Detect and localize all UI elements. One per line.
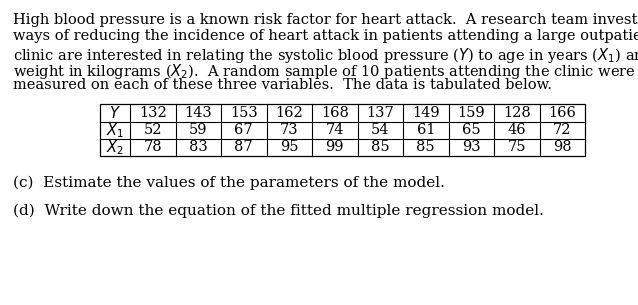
Text: 72: 72 bbox=[553, 123, 572, 137]
Text: $X_2$: $X_2$ bbox=[106, 138, 124, 157]
Text: $Y$: $Y$ bbox=[109, 105, 121, 121]
Text: clinic are interested in relating the systolic blood pressure ($Y$) to age in ye: clinic are interested in relating the sy… bbox=[13, 46, 638, 65]
Text: ways of reducing the incidence of heart attack in patients attending a large out: ways of reducing the incidence of heart … bbox=[13, 29, 638, 43]
Text: 83: 83 bbox=[189, 141, 207, 155]
Text: 153: 153 bbox=[230, 106, 258, 120]
Text: 73: 73 bbox=[280, 123, 299, 137]
Text: 162: 162 bbox=[276, 106, 303, 120]
Text: weight in kilograms ($X_2$).  A random sample of 10 patients attending the clini: weight in kilograms ($X_2$). A random sa… bbox=[13, 62, 636, 81]
Text: High blood pressure is a known risk factor for heart attack.  A research team in: High blood pressure is a known risk fact… bbox=[13, 13, 638, 27]
Text: 85: 85 bbox=[371, 141, 390, 155]
Text: 132: 132 bbox=[139, 106, 167, 120]
Text: 65: 65 bbox=[462, 123, 480, 137]
Text: 93: 93 bbox=[462, 141, 480, 155]
Text: 99: 99 bbox=[325, 141, 344, 155]
Bar bbox=[100, 105, 585, 156]
Text: 159: 159 bbox=[457, 106, 485, 120]
Text: 46: 46 bbox=[507, 123, 526, 137]
Text: 59: 59 bbox=[189, 123, 207, 137]
Text: 74: 74 bbox=[325, 123, 344, 137]
Text: 143: 143 bbox=[184, 106, 212, 120]
Text: 166: 166 bbox=[548, 106, 576, 120]
Text: 149: 149 bbox=[412, 106, 440, 120]
Text: 128: 128 bbox=[503, 106, 531, 120]
Text: 78: 78 bbox=[144, 141, 162, 155]
Text: 98: 98 bbox=[553, 141, 572, 155]
Text: 137: 137 bbox=[366, 106, 394, 120]
Text: 61: 61 bbox=[417, 123, 435, 137]
Text: 52: 52 bbox=[144, 123, 162, 137]
Text: $X_1$: $X_1$ bbox=[106, 121, 124, 140]
Text: 87: 87 bbox=[234, 141, 253, 155]
Text: 168: 168 bbox=[321, 106, 349, 120]
Text: 75: 75 bbox=[507, 141, 526, 155]
Text: 95: 95 bbox=[280, 141, 299, 155]
Text: 54: 54 bbox=[371, 123, 390, 137]
Text: 85: 85 bbox=[417, 141, 435, 155]
Text: 67: 67 bbox=[234, 123, 253, 137]
Text: (d)  Write down the equation of the fitted multiple regression model.: (d) Write down the equation of the fitte… bbox=[13, 204, 544, 218]
Text: measured on each of these three variables.  The data is tabulated below.: measured on each of these three variable… bbox=[13, 78, 552, 92]
Text: (c)  Estimate the values of the parameters of the model.: (c) Estimate the values of the parameter… bbox=[13, 176, 445, 191]
